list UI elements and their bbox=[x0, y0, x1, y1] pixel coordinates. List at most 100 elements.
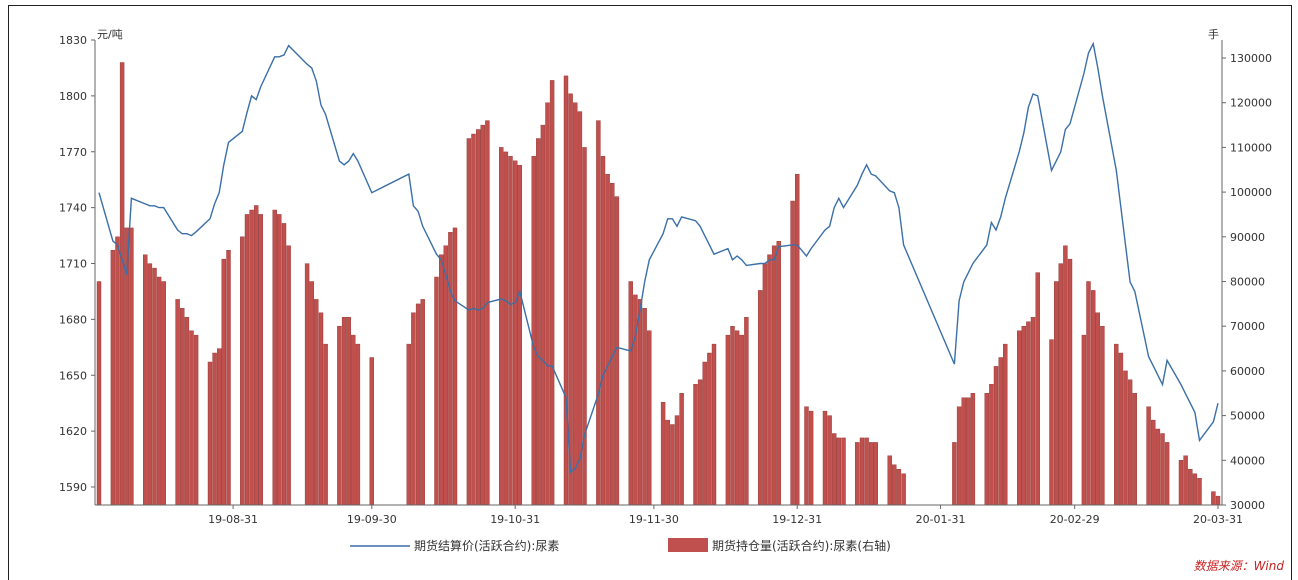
bar bbox=[771, 245, 777, 506]
bar bbox=[707, 352, 712, 506]
bar bbox=[1146, 406, 1151, 506]
bar bbox=[531, 156, 536, 506]
bar bbox=[351, 334, 356, 506]
left-tick-label: 1620 bbox=[59, 425, 87, 438]
bar-series bbox=[96, 62, 1221, 506]
bar bbox=[734, 330, 740, 506]
bar bbox=[1067, 258, 1073, 506]
bar bbox=[998, 357, 1003, 506]
left-tick-label: 1740 bbox=[59, 202, 87, 215]
bar bbox=[142, 254, 148, 506]
bar bbox=[725, 334, 731, 506]
bar bbox=[216, 348, 222, 506]
bar bbox=[1049, 339, 1054, 506]
bar bbox=[304, 263, 310, 506]
bar bbox=[189, 330, 194, 506]
bar bbox=[480, 124, 485, 506]
bar bbox=[702, 361, 707, 506]
bar bbox=[1035, 272, 1040, 506]
bar bbox=[1086, 281, 1091, 506]
bar bbox=[739, 334, 744, 506]
bar bbox=[129, 227, 134, 506]
right-tick-label: 40000 bbox=[1230, 454, 1265, 467]
x-tick-label: 19-08-31 bbox=[208, 513, 258, 526]
right-tick-label: 90000 bbox=[1230, 231, 1265, 244]
bar bbox=[679, 393, 684, 506]
left-tick-label: 1590 bbox=[59, 481, 87, 494]
bar bbox=[439, 254, 444, 506]
x-tick-label: 19-12-31 bbox=[772, 513, 822, 526]
bar bbox=[827, 415, 832, 506]
bar bbox=[96, 281, 102, 506]
bar bbox=[832, 433, 837, 506]
bar bbox=[536, 138, 541, 506]
bar bbox=[1211, 491, 1216, 506]
bar bbox=[161, 281, 166, 506]
x-tick-label: 19-09-30 bbox=[347, 513, 397, 526]
bar bbox=[258, 214, 263, 506]
left-tick-label: 1710 bbox=[59, 258, 87, 271]
bar bbox=[184, 317, 190, 506]
bar bbox=[808, 410, 814, 506]
bar bbox=[674, 415, 680, 506]
bar bbox=[517, 165, 522, 506]
bar bbox=[337, 326, 342, 506]
bar bbox=[600, 156, 606, 506]
bar bbox=[207, 361, 213, 506]
bar bbox=[790, 200, 795, 506]
bar bbox=[156, 276, 162, 506]
bar bbox=[1053, 281, 1059, 506]
bar bbox=[836, 437, 841, 506]
left-tick-label: 1650 bbox=[59, 369, 87, 382]
bar bbox=[1026, 321, 1031, 506]
bar bbox=[795, 173, 800, 506]
bar bbox=[730, 326, 735, 506]
bar bbox=[406, 343, 411, 506]
line-series bbox=[98, 41, 1219, 474]
bar bbox=[901, 473, 906, 506]
left-tick-label: 1770 bbox=[59, 146, 87, 159]
data-source: 数据来源：Wind bbox=[1194, 559, 1285, 573]
bar bbox=[642, 308, 647, 506]
x-tick-label: 19-11-30 bbox=[629, 513, 679, 526]
bar bbox=[1063, 245, 1068, 506]
bar bbox=[1197, 478, 1202, 506]
bar bbox=[1030, 317, 1036, 506]
bar bbox=[1164, 442, 1170, 506]
bar bbox=[762, 263, 768, 506]
bar bbox=[221, 258, 227, 506]
right-tick-label: 120000 bbox=[1230, 97, 1272, 110]
bar bbox=[499, 147, 504, 506]
x-tick-label: 20-01-31 bbox=[916, 513, 966, 526]
bar bbox=[887, 455, 892, 506]
bar bbox=[637, 299, 643, 506]
bar bbox=[452, 227, 458, 506]
x-tick-label: 20-02-29 bbox=[1050, 513, 1100, 526]
bar bbox=[1123, 370, 1128, 506]
bar bbox=[193, 334, 199, 506]
bar bbox=[286, 245, 291, 506]
bar bbox=[1183, 455, 1188, 506]
bar bbox=[549, 80, 555, 506]
bar bbox=[253, 205, 259, 506]
bar bbox=[804, 406, 809, 506]
bar bbox=[119, 62, 125, 506]
bar bbox=[758, 290, 763, 506]
bar bbox=[471, 133, 476, 506]
bar bbox=[1114, 343, 1119, 506]
bar bbox=[244, 214, 250, 506]
bar bbox=[767, 254, 772, 506]
bar bbox=[341, 317, 347, 506]
bar bbox=[545, 102, 550, 506]
bar bbox=[628, 281, 633, 506]
x-tick-label: 19-10-31 bbox=[490, 513, 540, 526]
left-tick-label: 1800 bbox=[59, 90, 87, 103]
bar bbox=[665, 419, 670, 506]
bar bbox=[610, 182, 615, 506]
bar bbox=[540, 124, 546, 506]
bar bbox=[776, 241, 781, 506]
bar bbox=[1118, 352, 1124, 506]
bar bbox=[485, 120, 490, 506]
bar bbox=[1155, 428, 1161, 506]
bar bbox=[115, 236, 120, 506]
